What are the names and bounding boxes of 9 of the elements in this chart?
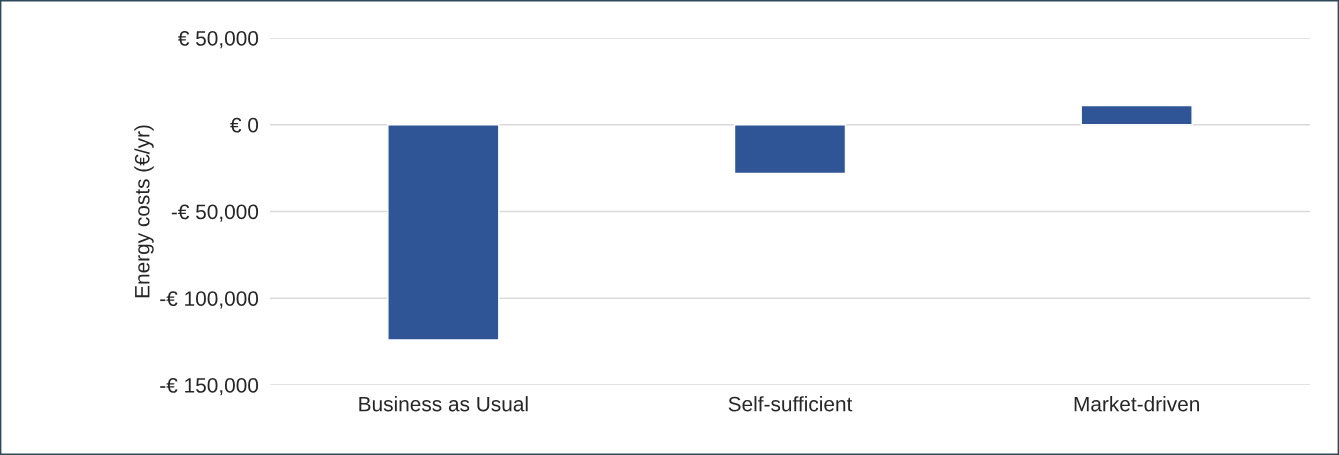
y-tick-label: -€ 100,000: [160, 291, 259, 309]
y-tick-label: € 0: [230, 117, 259, 133]
y-tick-label: -€ 50,000: [171, 204, 259, 222]
x-tick-label: Market-driven: [1074, 396, 1199, 412]
y-tick-label: -€ 150,000: [160, 378, 259, 396]
y-axis-title: Energy costs (€/yr): [134, 125, 154, 298]
y-tick-label: € 50,000: [177, 31, 259, 49]
x-tick-label: Self-sufficient: [728, 396, 853, 412]
x-tick-label: Business as Usual: [359, 396, 528, 412]
